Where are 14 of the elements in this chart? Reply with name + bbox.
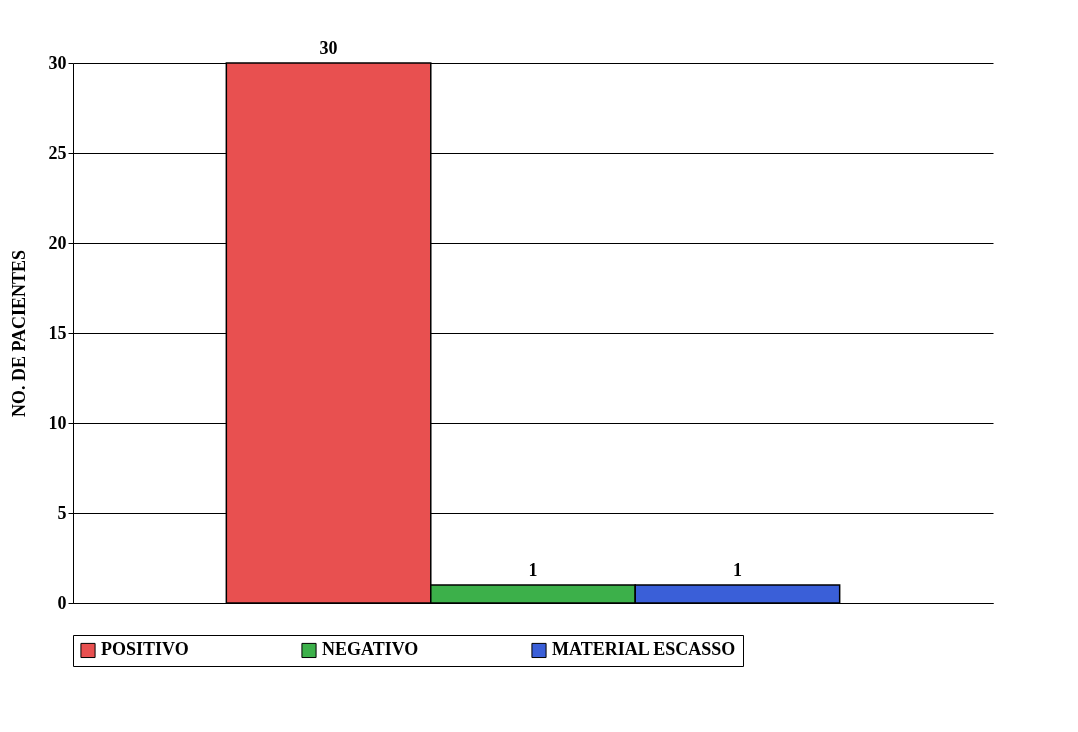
data-label: 1 (528, 560, 538, 580)
y-tick-label: 15 (48, 322, 67, 343)
y-tick-label: 10 (48, 412, 67, 433)
legend-label: POSITIVO (101, 639, 189, 660)
y-tick-label: 5 (57, 502, 67, 523)
y-tick-label: 0 (57, 592, 67, 613)
legend-label: MATERIAL ESCASSO (552, 639, 736, 660)
legend-label: NEGATIVO (322, 639, 419, 660)
data-label: 30 (319, 38, 338, 58)
y-tick-label: 25 (48, 142, 67, 163)
data-label: 1 (732, 560, 742, 580)
y-axis-title: NO. DE PACIENTES (8, 249, 29, 418)
y-tick-label: 30 (48, 52, 67, 73)
y-tick-label: 20 (48, 232, 67, 253)
